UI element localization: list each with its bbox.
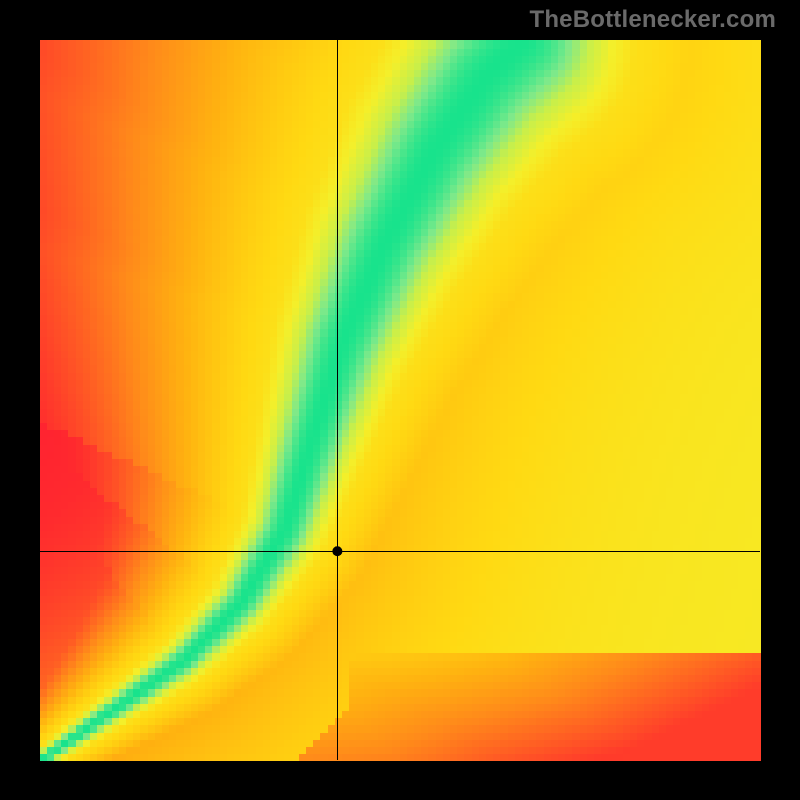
crosshair-overlay: [0, 0, 800, 800]
watermark-text: TheBottlenecker.com: [529, 6, 776, 34]
